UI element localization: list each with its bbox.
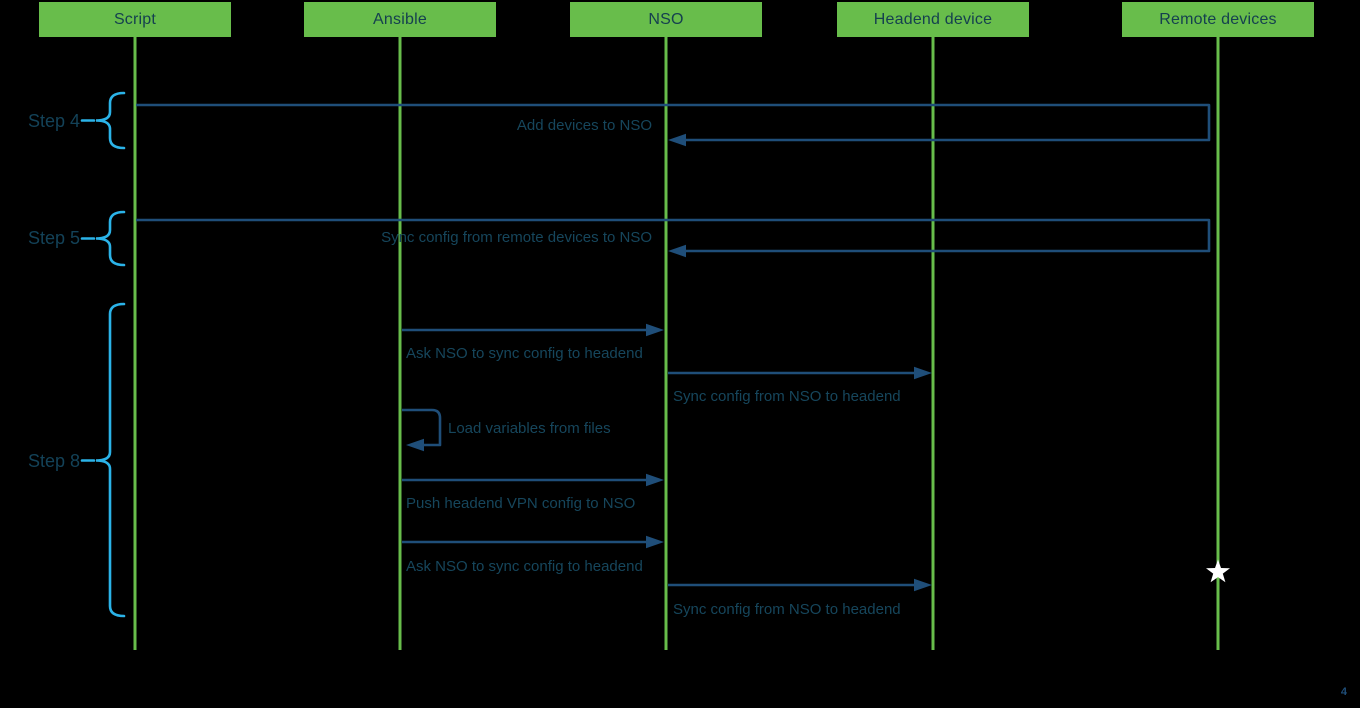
message-label: Add devices to NSO [516,117,652,134]
actor-label: Script [113,10,157,28]
message-label: Push headend VPN config to NSO [406,495,636,512]
actor-label: Headend device [873,10,993,28]
actor-label: Remote devices [1159,10,1277,28]
message-label: Load variables from files [448,420,611,437]
arrowheads [406,133,932,592]
actor-label: Ansible [373,10,427,28]
arrowhead-left-loop [406,438,424,452]
message-label: Ask NSO to sync config to headend [406,345,643,362]
lifelines [133,37,1220,650]
arrowhead-right-4 [646,535,664,549]
arrowhead-right-1 [646,323,664,337]
actor-box-remote: Remote devices [1122,2,1314,37]
star-icon [1206,559,1230,583]
step-label-4: Step 4 [27,111,80,131]
message-label: Sync config from remote devices to NSO [381,229,652,246]
step-label-5: Step 5 [27,228,80,248]
step-braces [80,91,126,618]
brace-step4 [95,91,126,150]
arrowhead-left-step4 [668,133,686,147]
message-label: Sync config from NSO to headend [673,601,901,618]
actor-box-nso: NSO [570,2,762,37]
step-label-8: Step 8 [27,451,80,471]
actor-box-ansible: Ansible [304,2,496,37]
arrowhead-left-step5 [668,244,686,258]
arrowhead-right-3 [646,473,664,487]
message-label: Sync config from NSO to headend [673,388,901,405]
brace-step5 [95,210,126,267]
arrow-self-loop-load-vars [402,408,442,447]
arrow-step5-roundtrip [136,218,1211,253]
message-label: Ask NSO to sync config to headend [406,558,643,575]
message-arrows [136,103,1211,587]
actor-box-headend: Headend device [837,2,1029,37]
page-number: 4 [1340,686,1347,698]
arrowhead-right-5 [914,578,932,592]
actor-box-script: Script [39,2,231,37]
arrowhead-right-2 [914,366,932,380]
actor-label: NSO [648,10,684,28]
brace-step8 [95,302,126,618]
arrow-step4-roundtrip [136,103,1211,142]
